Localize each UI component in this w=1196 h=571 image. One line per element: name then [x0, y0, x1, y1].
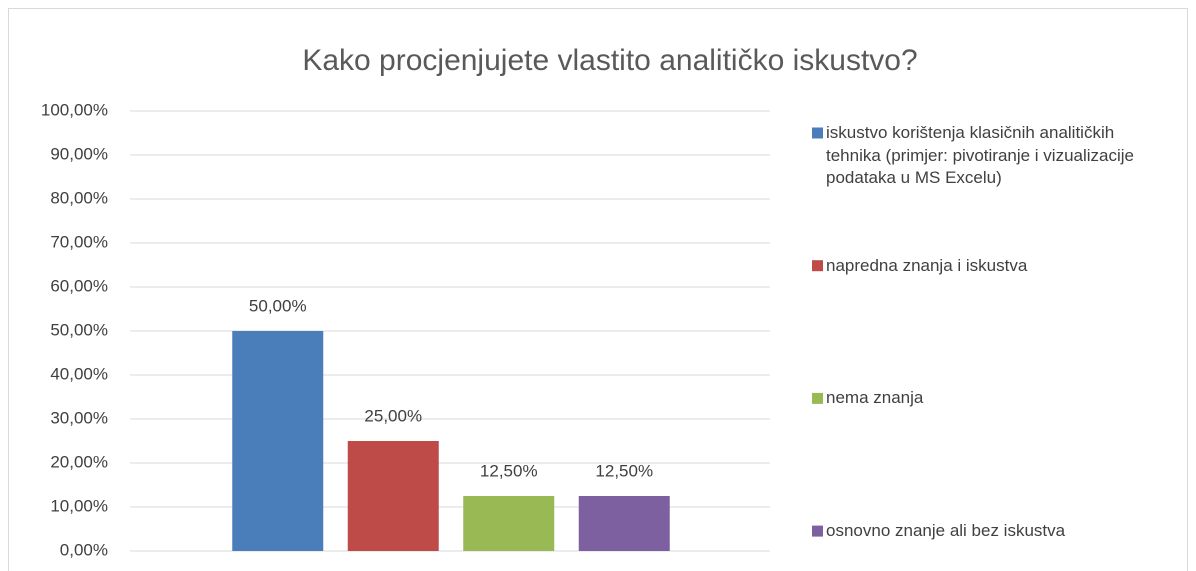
bar — [578, 496, 670, 551]
legend-label: iskustvo korištenja klasičnih analitički… — [826, 123, 1135, 187]
y-tick-label: 30,00% — [50, 408, 108, 427]
value-label: 12,50% — [595, 461, 653, 480]
y-tick-label: 0,00% — [60, 540, 108, 559]
legend-swatch — [812, 392, 823, 404]
legend-swatch — [812, 127, 823, 139]
y-tick-label: 10,00% — [50, 496, 108, 515]
y-tick-label: 100,00% — [41, 100, 108, 119]
bar — [347, 441, 439, 551]
y-tick-label: 20,00% — [50, 452, 108, 471]
bar — [463, 496, 555, 551]
y-tick-label: 40,00% — [50, 364, 108, 383]
y-tick-label: 70,00% — [50, 232, 108, 251]
value-label: 12,50% — [480, 461, 538, 480]
legend-label: osnovno znanje ali bez iskustva — [826, 521, 1066, 541]
chart-border — [8, 8, 1188, 571]
value-label: 25,00% — [364, 406, 422, 425]
y-tick-label: 60,00% — [50, 276, 108, 295]
y-tick-label: 80,00% — [50, 188, 108, 207]
bar — [232, 331, 324, 551]
chart-title: Kako procjenjujete vlastito analitičko i… — [302, 44, 917, 77]
value-label: 50,00% — [249, 296, 307, 315]
legend-label: nema znanja — [826, 388, 924, 408]
legend-label: napredna znanja i iskustva — [826, 255, 1028, 275]
legend-swatch — [812, 260, 823, 272]
legend-swatch — [812, 525, 823, 537]
y-tick-label: 90,00% — [50, 144, 108, 163]
y-tick-label: 50,00% — [50, 320, 108, 339]
